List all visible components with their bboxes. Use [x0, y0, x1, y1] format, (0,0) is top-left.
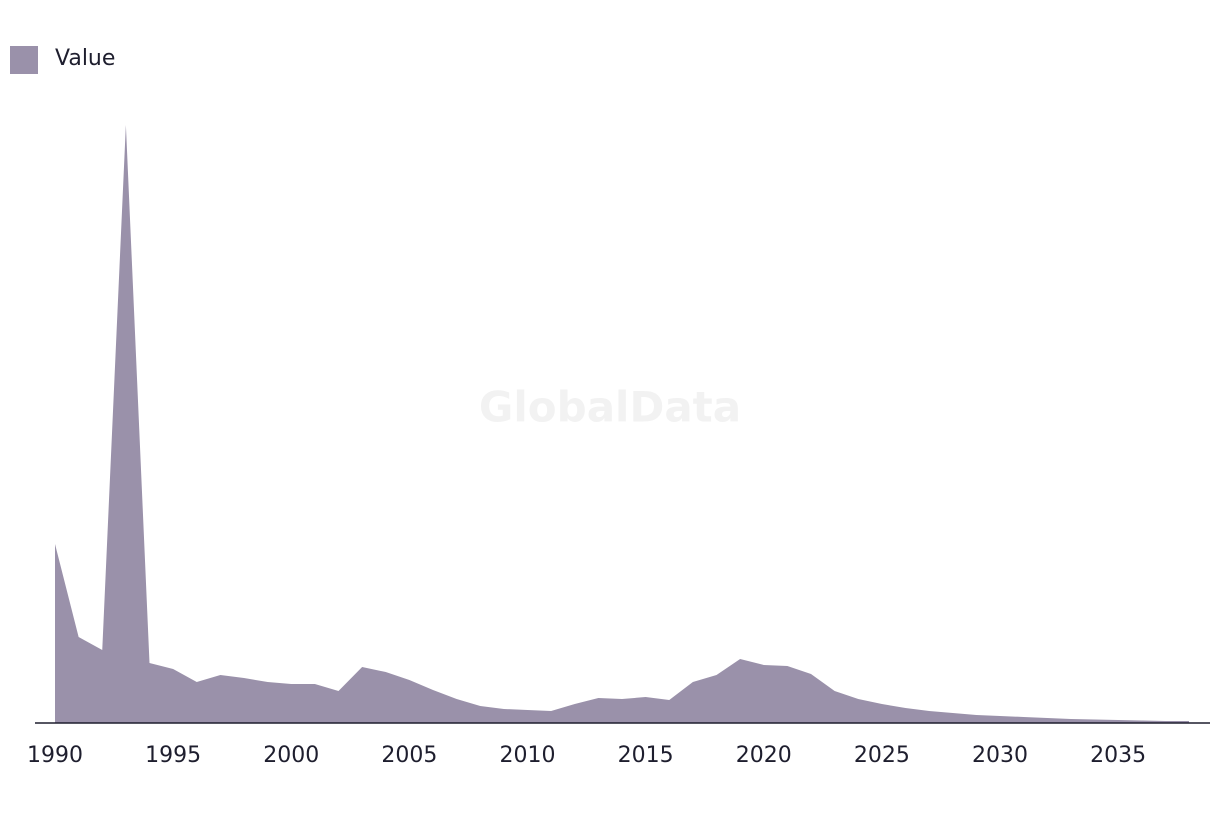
- legend-label: Value: [55, 46, 115, 71]
- watermark: GlobalData: [479, 383, 741, 432]
- x-tick-label: 2015: [618, 743, 674, 768]
- x-tick-label: 2020: [736, 743, 792, 768]
- x-tick-label: 1990: [27, 743, 83, 768]
- x-tick-label: 2005: [381, 743, 437, 768]
- x-tick-label: 1995: [145, 743, 201, 768]
- x-tick-label: 2000: [263, 743, 319, 768]
- x-tick-label: 2010: [500, 743, 556, 768]
- x-tick-label: 2035: [1090, 743, 1146, 768]
- x-tick-label: 2030: [972, 743, 1028, 768]
- x-tick-label: 2025: [854, 743, 910, 768]
- legend-swatch: [10, 46, 38, 74]
